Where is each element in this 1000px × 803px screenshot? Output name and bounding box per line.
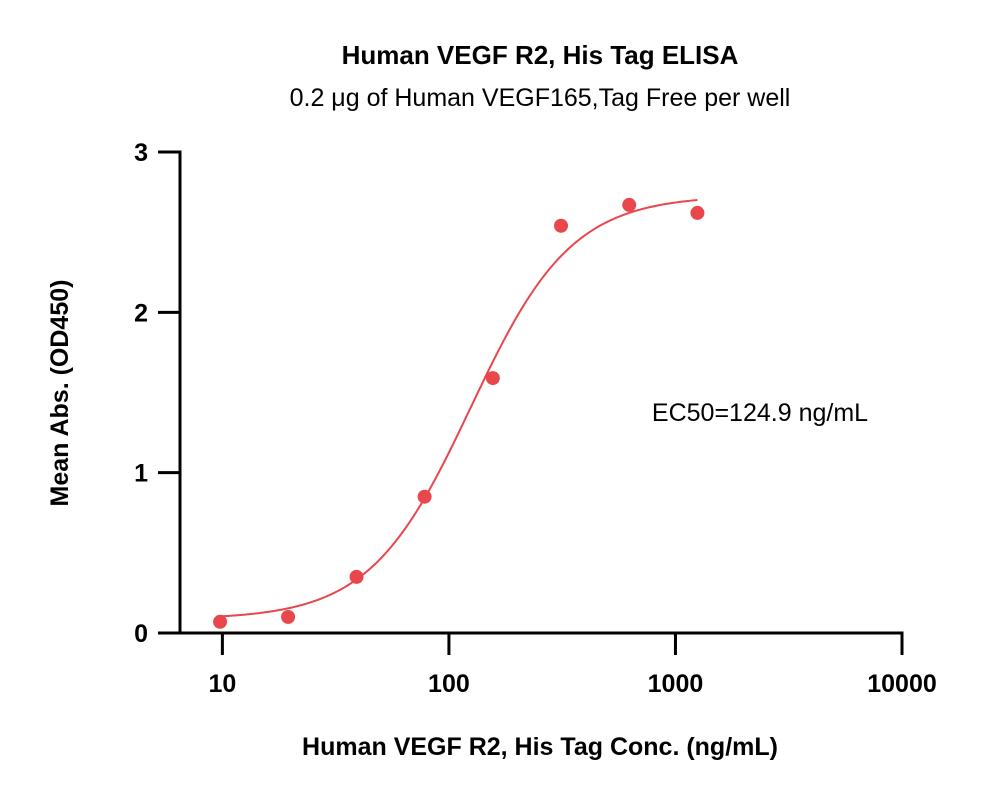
data-point [485,371,500,386]
data-point [417,489,432,504]
fit-curve-layer [222,198,698,618]
data-point [281,609,296,624]
fit-curve [222,198,698,618]
data-point [554,218,569,233]
data-points-layer [213,197,705,629]
x-tick-label: 10 [208,670,236,698]
data-point [690,205,705,220]
data-point [213,614,228,629]
axes-layer: 0 1 2 3 10 100 1000 10000 [134,139,937,698]
x-tick-label: 1000 [648,670,704,698]
x-tick-label: 10000 [867,670,937,698]
y-tick-label: 0 [134,620,148,648]
x-tick-label: 100 [428,670,470,698]
chart-subtitle: 0.2 μg of Human VEGF165,Tag Free per wel… [290,84,791,112]
chart-title: Human VEGF R2, His Tag ELISA [342,40,739,70]
data-point [349,569,364,584]
data-point [622,197,637,212]
y-axis-label: Mean Abs. (OD450) [46,280,74,507]
y-tick-label: 1 [134,460,148,488]
y-tick-label: 3 [134,139,148,167]
ec50-annotation: EC50=124.9 ng/mL [652,399,868,427]
y-tick-label: 2 [134,299,148,327]
x-axis-label: Human VEGF R2, His Tag Conc. (ng/mL) [302,733,778,761]
